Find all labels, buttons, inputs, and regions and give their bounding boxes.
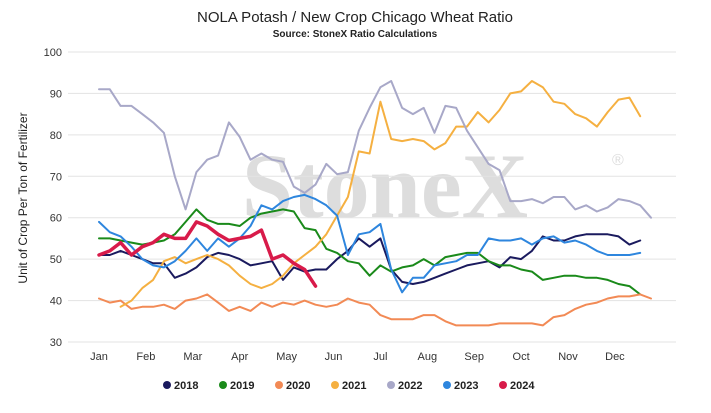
legend-marker — [219, 381, 227, 389]
legend-item-2024[interactable]: 2024 — [499, 380, 535, 392]
x-tick-label: Apr — [231, 351, 248, 363]
stonex-watermark: StoneX — [242, 135, 528, 237]
x-tick-label: Jun — [325, 351, 343, 363]
series-line-2023 — [98, 193, 642, 294]
legend-label: 2020 — [286, 380, 310, 392]
x-tick-label: May — [276, 351, 297, 363]
x-tick-label: Sep — [464, 351, 484, 363]
legend-label: 2021 — [342, 380, 366, 392]
x-tick-label: Mar — [183, 351, 202, 363]
legend-item-2023[interactable]: 2023 — [443, 380, 478, 392]
chart-subtitle: Source: StoneX Ratio Calculations — [273, 29, 438, 40]
y-tick-label: 50 — [50, 254, 62, 266]
legend-label: 2019 — [230, 380, 254, 392]
series-line-2018 — [98, 233, 642, 285]
x-tick-label: Jan — [90, 351, 108, 363]
y-tick-label: 100 — [44, 47, 62, 59]
series-line-2020 — [98, 293, 652, 327]
x-tick-label: Feb — [136, 351, 155, 363]
legend-label: 2022 — [398, 380, 422, 392]
y-tick-label: 80 — [50, 130, 62, 142]
chart-title: NOLA Potash / New Crop Chicago Wheat Rat… — [197, 9, 513, 26]
x-tick-label: Nov — [558, 351, 578, 363]
y-tick-label: 40 — [50, 296, 62, 308]
x-tick-label: Aug — [418, 351, 438, 363]
y-axis-label: Unit of Crop Per Ton of Fertilizer — [16, 112, 30, 283]
y-tick-label: 90 — [50, 88, 62, 100]
series-line-2024 — [97, 220, 318, 288]
series-line-2022 — [98, 80, 652, 219]
y-tick-label: 70 — [50, 171, 62, 183]
legend-item-2022[interactable]: 2022 — [387, 380, 422, 392]
legend-item-2020[interactable]: 2020 — [275, 380, 310, 392]
series-line-2021 — [119, 80, 642, 308]
legend-marker — [163, 381, 171, 389]
legend-label: 2023 — [454, 380, 478, 392]
legend-label: 2018 — [174, 380, 198, 392]
y-axis-ticks: 30 40 50 60 70 80 90 100 — [44, 47, 62, 349]
legend-marker — [499, 381, 507, 389]
x-axis-ticks: Jan Feb Mar Apr May Jun Jul Aug Sep Oct Nov Dec — [90, 351, 625, 363]
legend-marker — [331, 381, 339, 389]
x-tick-label: Dec — [605, 351, 625, 363]
legend: 2018 2019 2020 2021 2022 2023 2024 — [163, 380, 535, 392]
series-line-2019 — [98, 208, 642, 296]
x-tick-label: Jul — [373, 351, 387, 363]
legend-marker — [387, 381, 395, 389]
registered-mark-icon: ® — [612, 152, 624, 169]
legend-marker — [275, 381, 283, 389]
legend-marker — [443, 381, 451, 389]
legend-item-2021[interactable]: 2021 — [331, 380, 366, 392]
legend-label: 2024 — [510, 380, 535, 392]
y-tick-label: 30 — [50, 337, 62, 349]
y-tick-label: 60 — [50, 213, 62, 225]
legend-item-2018[interactable]: 2018 — [163, 380, 198, 392]
series-lines — [97, 80, 652, 327]
x-tick-label: Oct — [513, 351, 530, 363]
legend-item-2019[interactable]: 2019 — [219, 380, 254, 392]
